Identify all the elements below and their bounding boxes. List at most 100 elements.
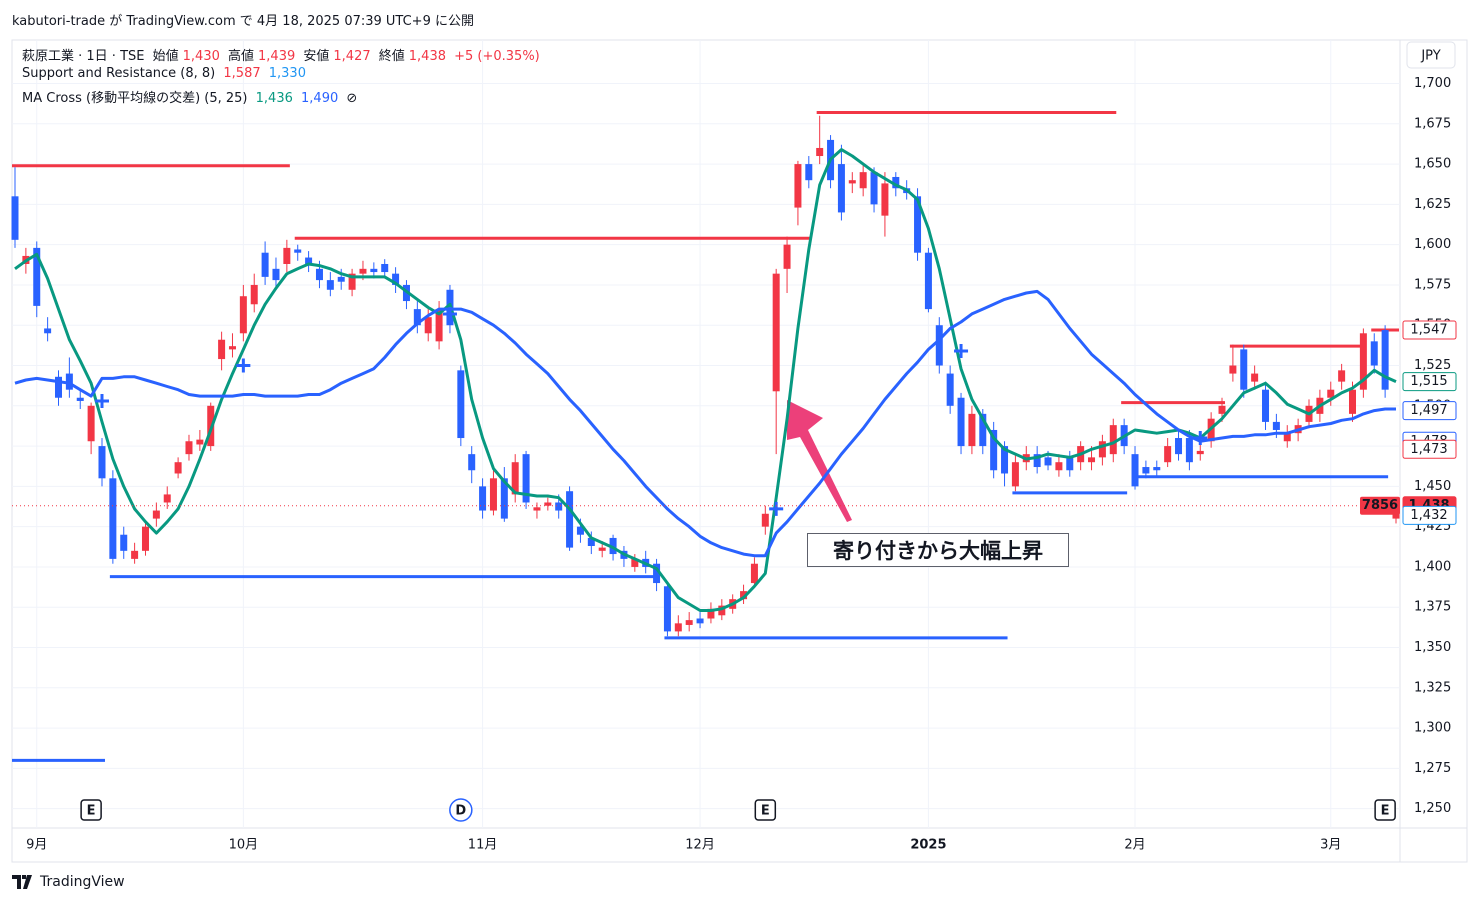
price-tag-label: 1,515 — [1410, 374, 1447, 389]
y-tick-label: 1,650 — [1414, 157, 1451, 172]
currency-box[interactable] — [1406, 41, 1456, 69]
y-tick-label: 1,325 — [1414, 680, 1451, 695]
candle-body — [892, 176, 900, 189]
candle-body — [718, 605, 726, 616]
candle-body — [1240, 349, 1248, 390]
ma-cross — [769, 501, 784, 516]
candle-body — [305, 257, 313, 266]
ma-cross — [236, 358, 251, 373]
candle-body — [761, 513, 769, 527]
price-tag-label: 1,432 — [1410, 508, 1447, 523]
candle-body — [1175, 438, 1183, 455]
currency: JPY — [1420, 49, 1440, 64]
candle-body — [1272, 421, 1280, 430]
x-tick-label: 9月 — [26, 838, 47, 853]
arrow — [787, 400, 852, 522]
candle-body — [1349, 389, 1357, 414]
price-tag — [1402, 401, 1457, 421]
y-tick-label: 1,400 — [1414, 559, 1451, 574]
candle-body — [370, 268, 378, 273]
countdown-box — [1360, 496, 1400, 515]
candle-body — [1327, 389, 1335, 398]
annotation: 寄り付きから大幅上昇 — [807, 533, 1069, 567]
candle-body — [772, 273, 780, 392]
candle-body — [816, 147, 824, 157]
change: +5 (+0.35%) — [454, 49, 540, 64]
ma-cross — [954, 344, 969, 359]
countdown: 7856 — [1362, 498, 1398, 513]
price-tag — [1402, 372, 1457, 392]
candle-body — [674, 623, 682, 632]
grid — [12, 40, 1400, 828]
label: 終値 — [378, 49, 405, 64]
candle-body — [1338, 370, 1346, 382]
event-marker — [1374, 799, 1396, 821]
candle-body — [859, 172, 867, 189]
candle-body — [511, 462, 519, 495]
candle-body — [479, 486, 487, 511]
candle-body — [196, 439, 204, 445]
candle-body — [740, 591, 748, 600]
icon[interactable]: ⊘ — [346, 91, 358, 106]
candle-body — [924, 252, 932, 310]
candle-body — [653, 563, 661, 584]
ma-line — [14, 148, 1397, 612]
value: 1,439 — [258, 49, 296, 64]
candle-body — [837, 164, 845, 213]
value: 1,490 — [301, 91, 339, 106]
candle-body — [326, 280, 334, 290]
legend-sr: Support and Resistance (8, 8) 1,587 1,33… — [22, 66, 310, 81]
candle-body — [1381, 330, 1389, 390]
y-tick-label: 1,275 — [1414, 761, 1451, 776]
header: kabutori-trade が TradingView.com で 4月 18… — [12, 10, 474, 29]
x-tick-label: 2025 — [910, 838, 946, 853]
event-label: E — [761, 804, 770, 819]
candle-body — [381, 263, 389, 273]
ma-cross — [1193, 431, 1208, 446]
candle-body — [228, 346, 236, 350]
candle-body — [1153, 467, 1161, 471]
event-marker[interactable] — [449, 798, 473, 822]
y-tick-label: 1,450 — [1414, 479, 1451, 494]
header-text: kabutori-trade が TradingView.com で 4月 18… — [12, 14, 474, 29]
candle-body — [1033, 454, 1041, 468]
candle-body — [533, 507, 541, 511]
candle-body — [87, 405, 95, 442]
candle-body — [1142, 467, 1150, 474]
candle-body — [750, 563, 758, 584]
candle-body — [239, 296, 247, 334]
candle-body — [805, 164, 813, 181]
candle-body — [1283, 433, 1291, 442]
candle-body — [392, 273, 400, 285]
value: 1,436 — [255, 91, 293, 106]
label: 高値 — [228, 49, 255, 64]
candle-body — [272, 268, 280, 281]
candle-body — [457, 370, 465, 439]
y-tick-label: 1,625 — [1414, 197, 1451, 212]
ma-line — [14, 289, 1396, 558]
candle-body — [1196, 450, 1204, 455]
candle-body — [914, 196, 922, 253]
candle-body — [65, 373, 73, 390]
candle-body — [250, 284, 258, 305]
value: 1,430 — [182, 49, 220, 64]
candle-body — [294, 249, 302, 253]
candle-body — [1262, 389, 1270, 422]
candle-body — [218, 339, 226, 360]
logo — [12, 875, 32, 889]
candle-body — [44, 328, 52, 334]
candle-body — [131, 550, 139, 559]
y-tick-label: 1,525 — [1414, 358, 1451, 373]
event-label: E — [87, 804, 96, 819]
candle-body — [1185, 438, 1193, 463]
candle-body — [413, 309, 421, 326]
candle-body — [1044, 457, 1052, 466]
candle-body — [946, 373, 954, 406]
value: 1,330 — [268, 66, 306, 81]
candle-body — [1251, 373, 1259, 382]
candle-body — [1066, 457, 1074, 471]
candle-body — [359, 268, 367, 274]
candle-body — [935, 325, 943, 366]
